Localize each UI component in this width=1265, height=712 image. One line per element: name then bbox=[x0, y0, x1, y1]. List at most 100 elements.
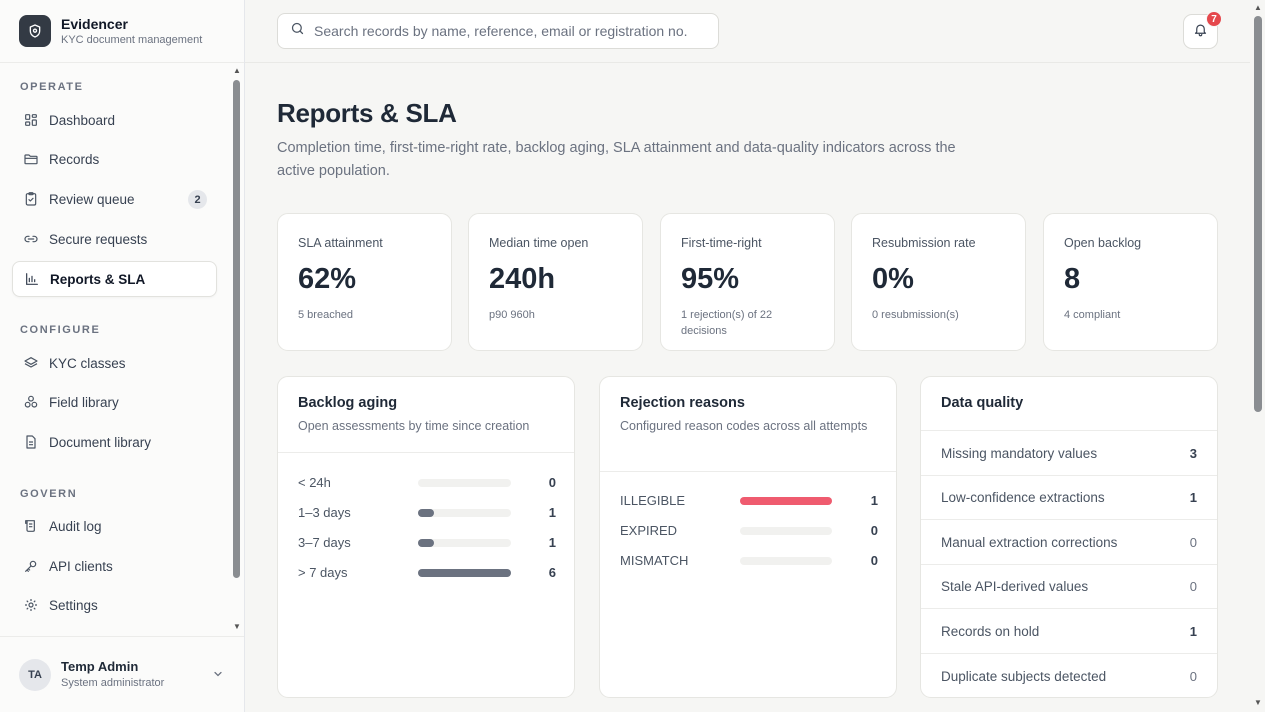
user-role: System administrator bbox=[61, 677, 165, 689]
backlog-bar bbox=[418, 509, 434, 517]
link-icon bbox=[22, 230, 40, 248]
panel-subtitle: Configured reason codes across all attem… bbox=[620, 419, 868, 433]
rejection-value: 0 bbox=[870, 523, 878, 538]
user-menu[interactable]: TA Temp Admin System administrator bbox=[0, 636, 244, 712]
sidebar-scrollbar[interactable]: ▲ ▼ bbox=[231, 64, 243, 636]
sidebar-item-label: Secure requests bbox=[49, 231, 148, 247]
sidebar-item-label: Settings bbox=[49, 597, 98, 613]
kpi-subtext: 0 resubmission(s) bbox=[872, 309, 959, 321]
backlog-row: > 7 days 6 bbox=[298, 563, 556, 583]
app-subtitle: KYC document management bbox=[61, 33, 203, 46]
page-description: Completion time, first-time-right rate, … bbox=[277, 140, 956, 179]
sidebar-scrollbar-thumb[interactable] bbox=[233, 80, 240, 578]
kpi-value: 95% bbox=[681, 263, 740, 295]
kpi-card-resubmission-rate: Resubmission rate 0% 0 resubmission(s) bbox=[851, 213, 1026, 351]
scroll-icon bbox=[22, 517, 40, 535]
rejection-bar bbox=[740, 497, 832, 505]
data-quality-row: Manual extraction corrections 0 bbox=[921, 519, 1217, 564]
backlog-row: 1–3 days 1 bbox=[298, 503, 556, 523]
data-quality-value: 1 bbox=[1189, 490, 1197, 506]
kpi-value: 0% bbox=[872, 263, 914, 295]
sidebar-item-label: Reports & SLA bbox=[50, 271, 146, 287]
sidebar-item-label: Records bbox=[49, 151, 100, 167]
scroll-down-arrow-icon[interactable]: ▼ bbox=[233, 622, 241, 631]
sidebar-item-field-library[interactable]: Field library bbox=[12, 384, 217, 420]
kpi-label: Median time open bbox=[489, 236, 589, 250]
backlog-bar bbox=[418, 539, 434, 547]
bell-icon bbox=[1193, 22, 1208, 42]
search-box[interactable] bbox=[277, 13, 719, 49]
chevron-down-icon[interactable] bbox=[212, 667, 224, 685]
avatar: TA bbox=[19, 658, 51, 691]
review-count-badge: 2 bbox=[188, 190, 207, 209]
sidebar-item-api-clients[interactable]: API clients bbox=[12, 548, 217, 584]
folder-icon bbox=[22, 150, 40, 168]
data-quality-label: Low-confidence extractions bbox=[941, 490, 1105, 506]
sidebar-item-label: Dashboard bbox=[49, 112, 116, 128]
sidebar-item-document-library[interactable]: Document library bbox=[12, 424, 217, 460]
rejection-row: ILLEGIBLE 1 bbox=[620, 491, 878, 511]
backlog-bar-track bbox=[418, 569, 511, 577]
sidebar-item-kyc-classes[interactable]: KYC classes bbox=[12, 345, 217, 381]
rejection-value: 0 bbox=[870, 553, 878, 568]
panel-subtitle: Open assessments by time since creation bbox=[298, 419, 530, 433]
scroll-up-arrow-icon[interactable]: ▲ bbox=[233, 66, 241, 75]
data-quality-value: 0 bbox=[1189, 668, 1197, 684]
sidebar-item-dashboard[interactable]: Dashboard bbox=[12, 102, 217, 138]
page-title: Reports & SLA bbox=[277, 98, 457, 128]
sidebar-item-label: Review queue bbox=[49, 191, 135, 207]
backlog-label: 1–3 days bbox=[298, 505, 351, 520]
backlog-label: 3–7 days bbox=[298, 535, 351, 550]
search-input[interactable] bbox=[314, 23, 714, 39]
backlog-value: 1 bbox=[548, 535, 556, 550]
kpi-subtext: 1 rejection(s) of 22 decisions bbox=[681, 309, 773, 337]
brand[interactable]: Evidencer KYC document management bbox=[0, 0, 244, 63]
kpi-value: 240h bbox=[489, 263, 556, 295]
kpi-subtext: p90 960h bbox=[489, 309, 535, 321]
gear-icon bbox=[22, 596, 40, 614]
user-name: Temp Admin bbox=[61, 659, 139, 674]
sidebar-item-label: KYC classes bbox=[49, 355, 126, 371]
sidebar-item-audit-log[interactable]: Audit log bbox=[12, 508, 217, 544]
kpi-card-open-backlog: Open backlog 8 4 compliant bbox=[1043, 213, 1218, 351]
rejection-bar-track bbox=[740, 497, 832, 505]
backlog-value: 1 bbox=[548, 505, 556, 520]
data-quality-value: 3 bbox=[1189, 445, 1197, 461]
notifications-button[interactable]: 7 bbox=[1183, 11, 1222, 49]
backlog-value: 6 bbox=[548, 565, 556, 580]
backlog-bar-track bbox=[418, 479, 511, 487]
sidebar-item-settings[interactable]: Settings bbox=[12, 587, 217, 623]
scroll-down-arrow-icon[interactable]: ▼ bbox=[1254, 698, 1262, 707]
data-quality-row: Low-confidence extractions 1 bbox=[921, 474, 1217, 520]
sidebar-item-records[interactable]: Records bbox=[12, 141, 217, 177]
section-label-govern: GOVERN bbox=[20, 488, 78, 500]
panel-title: Rejection reasons bbox=[620, 395, 745, 411]
data-quality-panel: Data quality Missing mandatory values 3 Lo… bbox=[920, 376, 1218, 698]
kpi-label: Resubmission rate bbox=[872, 236, 976, 250]
kpi-card-median-time-open: Median time open 240h p90 960h bbox=[468, 213, 643, 351]
backlog-bar-track bbox=[418, 539, 511, 547]
kpi-card-first-time-right: First-time-right 95% 1 rejection(s) of 2… bbox=[660, 213, 835, 351]
scroll-up-arrow-icon[interactable]: ▲ bbox=[1254, 3, 1262, 12]
sidebar-item-secure-requests[interactable]: Secure requests bbox=[12, 221, 217, 257]
bar-chart-icon bbox=[23, 270, 41, 288]
panel-title: Backlog aging bbox=[298, 395, 398, 411]
sidebar-item-label: Audit log bbox=[49, 518, 102, 534]
main-scrollbar[interactable]: ▲ ▼ bbox=[1250, 0, 1265, 712]
file-text-icon bbox=[22, 433, 40, 451]
kpi-value: 62% bbox=[298, 263, 357, 295]
sidebar-item-review-queue[interactable]: Review queue 2 bbox=[12, 181, 217, 217]
topbar: 7 bbox=[245, 0, 1250, 63]
sidebar-item-reports-sla[interactable]: Reports & SLA bbox=[12, 261, 217, 297]
kpi-subtext: 4 compliant bbox=[1064, 309, 1121, 321]
kpi-value: 8 bbox=[1064, 263, 1081, 295]
rejection-row: MISMATCH 0 bbox=[620, 551, 878, 571]
clipboard-check-icon bbox=[22, 190, 40, 208]
sidebar: Evidencer KYC document management OPERAT… bbox=[0, 0, 245, 712]
sidebar-item-label: Document library bbox=[49, 434, 152, 450]
app-name: Evidencer bbox=[61, 15, 128, 32]
data-quality-row: Missing mandatory values 3 bbox=[921, 430, 1217, 475]
backlog-row: 3–7 days 1 bbox=[298, 533, 556, 553]
panel-title: Data quality bbox=[941, 395, 1024, 411]
main-scrollbar-thumb[interactable] bbox=[1254, 16, 1262, 412]
